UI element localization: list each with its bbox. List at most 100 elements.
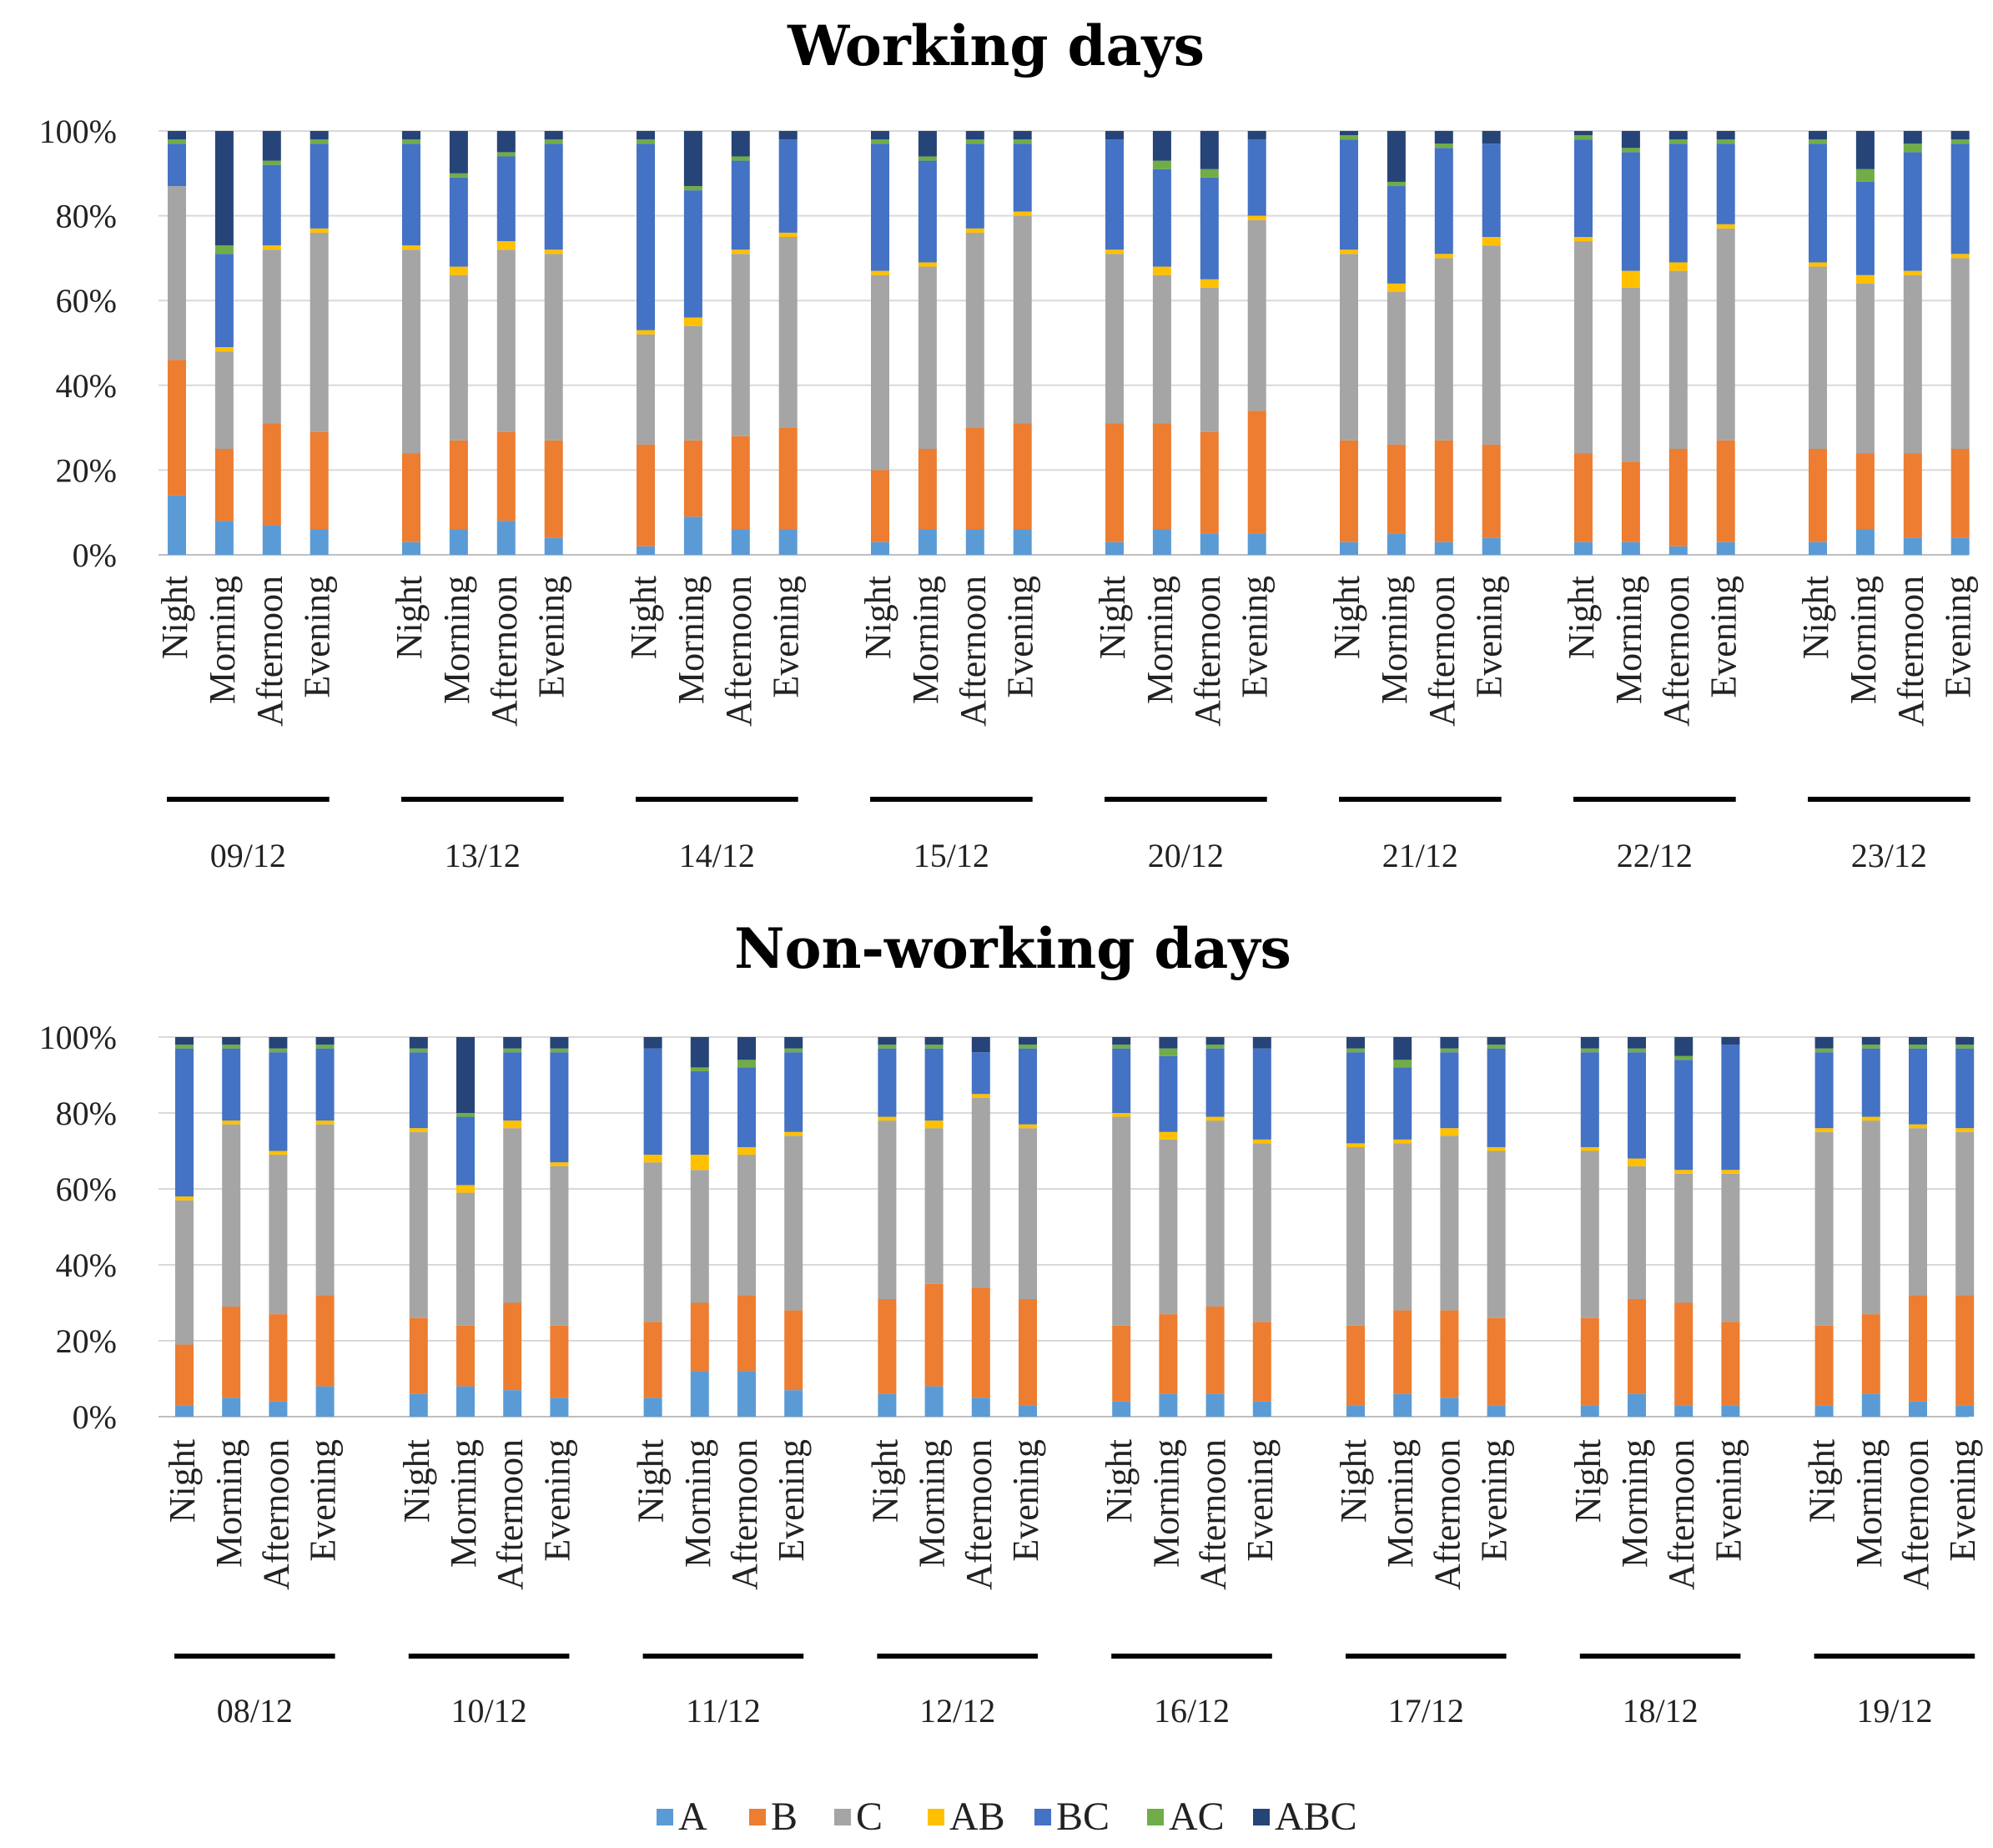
category-label: Evening bbox=[1474, 1439, 1515, 1562]
bar-segment-ab bbox=[222, 1120, 241, 1125]
bar-segment-ac bbox=[737, 1060, 756, 1068]
bar-segment-b bbox=[1674, 1302, 1694, 1406]
bar-segment-c bbox=[1716, 228, 1735, 441]
y-tick-label: 0% bbox=[73, 536, 117, 574]
bar-segment-ab bbox=[643, 1155, 662, 1163]
bar-segment-c bbox=[1580, 1151, 1599, 1318]
legend: A B C AB BC AC ABC bbox=[657, 1795, 1357, 1839]
bar-segment-ac bbox=[1440, 1048, 1459, 1053]
bar-segment-abc bbox=[784, 1037, 803, 1049]
bar-segment-b bbox=[971, 1287, 990, 1398]
bar-segment-a bbox=[1482, 537, 1501, 555]
bar-segment-bc bbox=[1621, 152, 1640, 271]
bar-segment-ab bbox=[737, 1146, 756, 1156]
bar-segment-ac bbox=[1950, 139, 1970, 144]
bar-segment-ac bbox=[315, 1045, 335, 1049]
bar-segment-c bbox=[683, 325, 702, 441]
bar-segment-b bbox=[1112, 1325, 1131, 1402]
category-label: Evening bbox=[531, 576, 572, 698]
bar-segment-ab bbox=[1721, 1170, 1740, 1174]
group-date-label: 15/12 bbox=[913, 837, 989, 874]
bar-segment-abc bbox=[965, 131, 984, 140]
bar-segment-ab bbox=[1434, 254, 1453, 259]
legend-swatch-c bbox=[834, 1809, 851, 1825]
bar-segment-c bbox=[1247, 219, 1266, 411]
bar-segment-c bbox=[402, 249, 420, 454]
bar-segment-ab bbox=[544, 249, 563, 254]
bar-segment-a bbox=[1019, 1405, 1037, 1417]
group-date-label: 21/12 bbox=[1382, 837, 1458, 874]
bar-segment-ab bbox=[175, 1196, 194, 1201]
bar-segment-ac bbox=[168, 139, 186, 144]
legend-label-bc: BC bbox=[1056, 1795, 1110, 1839]
bar-segment-a bbox=[315, 1386, 335, 1417]
category-label: Afternoon bbox=[718, 576, 759, 727]
bar-segment-abc bbox=[1346, 1037, 1365, 1049]
category-label: Evening bbox=[1942, 1439, 1983, 1562]
bar-segment-a bbox=[1861, 1393, 1880, 1417]
bar-segment-ac bbox=[1809, 139, 1827, 144]
bar-segment-abc bbox=[778, 131, 798, 140]
bar-segment-c bbox=[1855, 283, 1875, 454]
bar-segment-c bbox=[1393, 1143, 1412, 1311]
bar-segment-b bbox=[544, 440, 563, 538]
bar-segment-a bbox=[1393, 1393, 1412, 1417]
bar-segment-abc bbox=[1387, 131, 1406, 182]
bar-segment-bc bbox=[965, 144, 984, 229]
group-date-label: 13/12 bbox=[445, 837, 521, 874]
bar-segment-b bbox=[871, 470, 889, 542]
bar-segment-abc bbox=[1340, 131, 1358, 136]
bar-segment-a bbox=[1152, 529, 1171, 555]
legend-label-ac: AC bbox=[1169, 1795, 1225, 1839]
bar-segment-ab bbox=[1628, 1158, 1646, 1166]
legend-swatch-b bbox=[749, 1809, 766, 1825]
bar-segment-ab bbox=[1105, 249, 1124, 254]
bar-segment-a bbox=[503, 1390, 522, 1417]
bar-segment-abc bbox=[1482, 131, 1501, 144]
bar-segment-ac bbox=[1903, 144, 1922, 153]
category-label: Night bbox=[631, 1439, 672, 1523]
bar-segment-ab bbox=[449, 266, 468, 275]
category-label: Evening bbox=[1005, 1439, 1046, 1562]
bar-segment-bc bbox=[1909, 1048, 1927, 1125]
bar-segment-ab bbox=[918, 262, 937, 267]
bar-segment-b bbox=[1159, 1314, 1178, 1394]
category-label: Morning bbox=[671, 576, 712, 704]
category-label: Night bbox=[1568, 1439, 1608, 1523]
bar-segment-b bbox=[1434, 440, 1453, 542]
bar-segment-bc bbox=[222, 1048, 241, 1121]
bar-segment-ac bbox=[1159, 1048, 1178, 1056]
bar-segment-b bbox=[1580, 1317, 1599, 1406]
legend-label-abc: ABC bbox=[1275, 1795, 1357, 1839]
bar-segment-abc bbox=[315, 1037, 335, 1045]
bar-segment-a bbox=[1340, 541, 1358, 555]
bar-segment-a bbox=[168, 495, 186, 555]
bar-segment-bc bbox=[683, 190, 702, 318]
bar-segment-b bbox=[175, 1344, 194, 1406]
bar-segment-abc bbox=[871, 131, 889, 140]
y-tick-label: 40% bbox=[56, 367, 117, 405]
bar-segment-c bbox=[871, 274, 889, 471]
bar-segment-abc bbox=[1487, 1037, 1506, 1045]
category-label: Night bbox=[623, 576, 664, 659]
bar-segment-abc bbox=[1152, 131, 1171, 161]
category-label: Night bbox=[1561, 576, 1602, 659]
bar-segment-ab bbox=[1487, 1146, 1506, 1151]
bar-segment-c bbox=[1112, 1116, 1131, 1326]
bar-segment-a bbox=[1909, 1401, 1927, 1417]
category-label: Evening bbox=[1938, 576, 1979, 698]
bar-segment-b bbox=[550, 1325, 569, 1398]
bar-segment-ac bbox=[544, 139, 563, 144]
category-label: Night bbox=[864, 1439, 905, 1523]
bar-segment-bc bbox=[1152, 169, 1171, 267]
group-date-label: 16/12 bbox=[1154, 1692, 1230, 1730]
category-label: Evening bbox=[771, 1439, 812, 1562]
bar-segment-a bbox=[784, 1390, 803, 1417]
bar-segment-bc bbox=[1668, 144, 1688, 263]
bar-segment-a bbox=[1247, 533, 1266, 555]
bar-segment-a bbox=[690, 1371, 709, 1417]
category-label: Afternoon bbox=[1422, 576, 1462, 727]
bar-segment-b bbox=[1809, 449, 1827, 542]
bar-segment-c bbox=[1487, 1151, 1506, 1318]
bar-segment-c bbox=[971, 1097, 990, 1288]
